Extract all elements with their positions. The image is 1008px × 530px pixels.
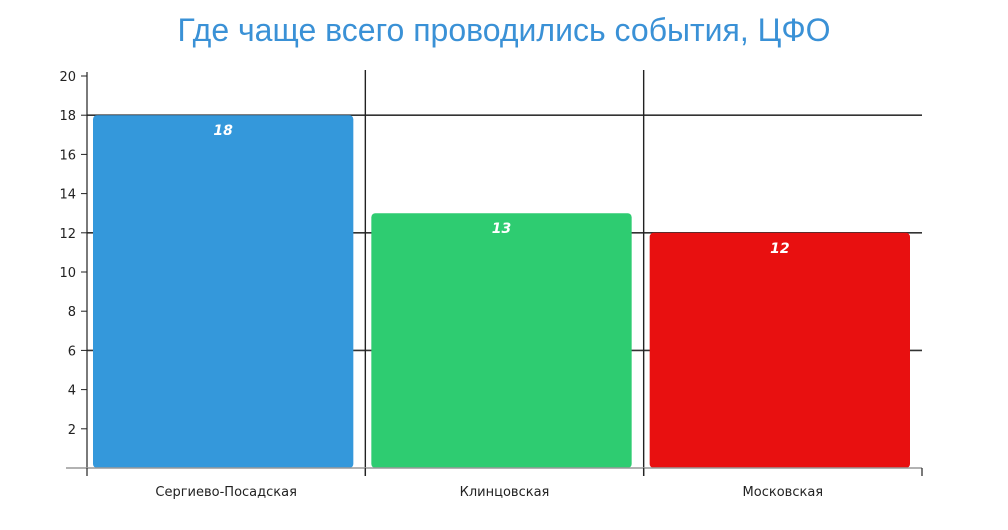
- y-tick-label: 8: [68, 305, 76, 320]
- chart-title: Где чаще всего проводились события, ЦФО: [177, 12, 831, 48]
- y-tick-label: 10: [59, 266, 76, 281]
- bar-1: [93, 115, 354, 468]
- y-tick-label: 6: [68, 344, 76, 359]
- x-tick-label: Сергиево-Посадская: [155, 485, 297, 500]
- bar-value-label: 13: [492, 221, 511, 237]
- x-tick-label: Клинцовская: [460, 485, 550, 500]
- bar-value-label: 18: [213, 123, 233, 139]
- y-tick-label: 16: [59, 148, 76, 163]
- bar-2: [371, 213, 632, 468]
- y-tick-label: 2: [68, 423, 76, 438]
- bar-3: [649, 232, 910, 468]
- y-tick-label: 4: [68, 384, 76, 399]
- y-tick-label: 18: [59, 109, 76, 124]
- bar-value-label: 12: [770, 241, 789, 257]
- y-tick-label: 14: [59, 188, 76, 203]
- y-tick-label: 12: [59, 227, 76, 242]
- y-tick-label: 20: [59, 70, 76, 85]
- x-tick-label: Московская: [743, 485, 824, 500]
